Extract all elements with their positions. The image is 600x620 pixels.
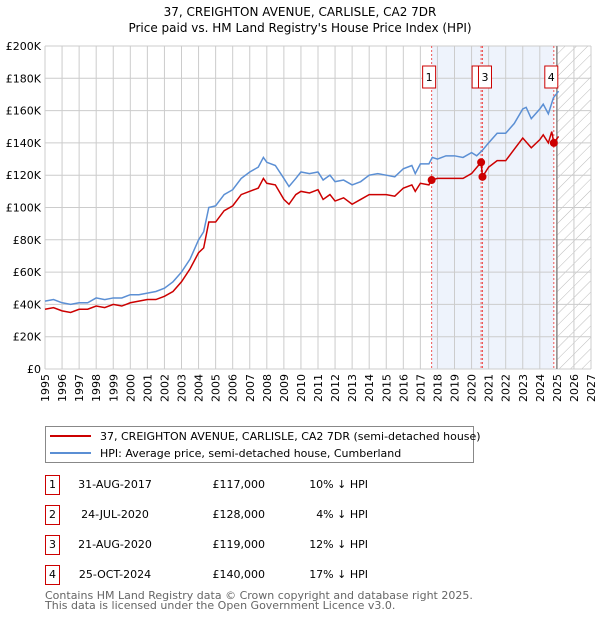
y-tick-label: £180K bbox=[6, 72, 42, 85]
transaction-hpi-diff: 4% ↓ HPI bbox=[316, 508, 368, 521]
x-tick-label: 2024 bbox=[534, 374, 547, 402]
transaction-number: 2 bbox=[45, 505, 60, 525]
y-tick-label: £200K bbox=[6, 40, 42, 53]
x-tick-label: 1999 bbox=[107, 374, 120, 402]
chart-subtitle: Price paid vs. HM Land Registry's House … bbox=[128, 21, 471, 35]
hpi-line bbox=[44, 90, 560, 306]
transaction-hpi-diff: 10% ↓ HPI bbox=[309, 478, 368, 491]
x-tick-label: 2004 bbox=[193, 374, 206, 402]
x-tick-label: 2026 bbox=[568, 374, 581, 402]
x-tick-label: 2027 bbox=[585, 374, 598, 402]
x-tick-label: 2014 bbox=[363, 374, 376, 402]
transaction-date: 25-OCT-2024 bbox=[78, 568, 152, 581]
marker-label: 4 bbox=[548, 71, 555, 84]
marker-label: 3 bbox=[481, 71, 488, 84]
price-chart: 37, CREIGHTON AVENUE, CARLISLE, CA2 7DR … bbox=[6, 5, 598, 402]
x-tick-label: 2012 bbox=[329, 374, 342, 402]
x-tick-label: 2018 bbox=[431, 374, 444, 402]
marker-label-box bbox=[544, 65, 559, 89]
transaction-price: £117,000 bbox=[212, 478, 266, 491]
transaction-row: 1 31-AUG-2017 £117,000 10% ↓ HPI bbox=[0, 475, 480, 497]
x-tick-label: 2023 bbox=[517, 374, 530, 402]
x-tick-label: 2007 bbox=[244, 374, 257, 402]
x-tick-label: 2000 bbox=[124, 374, 137, 402]
y-tick-label: £60K bbox=[13, 266, 42, 279]
legend-label-hpi: HPI: Average price, semi-detached house,… bbox=[100, 447, 401, 460]
y-tick-label: £140K bbox=[6, 137, 42, 150]
sale-marker[interactable] bbox=[477, 158, 486, 167]
x-tick-label: 2020 bbox=[466, 374, 479, 402]
legend-label-property: 37, CREIGHTON AVENUE, CARLISLE, CA2 7DR … bbox=[100, 430, 481, 443]
transaction-row: 3 21-AUG-2020 £119,000 12% ↓ HPI bbox=[0, 535, 480, 557]
transaction-row: 4 25-OCT-2024 £140,000 17% ↓ HPI bbox=[0, 565, 480, 587]
footer: Contains HM Land Registry data © Crown c… bbox=[45, 589, 473, 612]
transaction-number: 1 bbox=[45, 475, 60, 495]
sale-marker[interactable] bbox=[478, 172, 487, 181]
x-tick-label: 2011 bbox=[312, 374, 325, 402]
y-tick-label: £100K bbox=[6, 202, 42, 215]
x-tick-label: 2013 bbox=[346, 374, 359, 402]
x-tick-label: 2008 bbox=[261, 374, 274, 402]
y-tick-label: £20K bbox=[13, 331, 42, 344]
x-tick-label: 2006 bbox=[227, 374, 240, 402]
x-tick-label: 1996 bbox=[56, 374, 69, 402]
transaction-date: 31-AUG-2017 bbox=[78, 478, 152, 491]
x-tick-label: 1998 bbox=[90, 374, 103, 402]
x-tick-label: 2009 bbox=[278, 374, 291, 402]
x-tick-label: 2017 bbox=[414, 374, 427, 402]
x-tick-label: 2016 bbox=[397, 374, 410, 402]
transactions-table: 1 31-AUG-2017 £117,000 10% ↓ HPI 2 24-JUL… bbox=[0, 0, 480, 585]
transaction-hpi-diff: 12% ↓ HPI bbox=[309, 538, 368, 551]
transaction-row: 2 24-JUL-2020 £128,000 4% ↓ HPI bbox=[0, 505, 480, 527]
sale-marker[interactable] bbox=[549, 138, 558, 147]
x-tick-label: 2002 bbox=[158, 374, 171, 402]
transaction-price: £140,000 bbox=[212, 568, 266, 581]
legend: 37, CREIGHTON AVENUE, CARLISLE, CA2 7DR … bbox=[45, 426, 481, 463]
x-tick-label: 2001 bbox=[141, 374, 154, 402]
footer-licence: This data is licensed under the Open Gov… bbox=[45, 599, 396, 612]
x-tick-label: 2021 bbox=[483, 374, 496, 402]
x-tick-label: 2005 bbox=[210, 374, 223, 402]
y-tick-label: £0 bbox=[27, 363, 41, 376]
transaction-number: 4 bbox=[45, 565, 60, 585]
marker-label-box bbox=[422, 65, 437, 89]
y-tick-label: £80K bbox=[13, 234, 42, 247]
transaction-price: £128,000 bbox=[212, 508, 266, 521]
transaction-number: 3 bbox=[45, 535, 60, 555]
x-tick-label: 2015 bbox=[380, 374, 393, 402]
x-tick-label: 2010 bbox=[295, 374, 308, 402]
sale-marker[interactable] bbox=[427, 176, 436, 185]
x-tick-label: 1995 bbox=[39, 374, 52, 402]
y-tick-label: £40K bbox=[13, 298, 42, 311]
y-tick-label: £120K bbox=[6, 169, 42, 182]
marker-label-box bbox=[477, 65, 492, 89]
x-tick-label: 2003 bbox=[176, 374, 189, 402]
x-tick-label: 2025 bbox=[551, 374, 564, 402]
chart-title: 37, CREIGHTON AVENUE, CARLISLE, CA2 7DR bbox=[164, 5, 437, 19]
x-tick-label: 2022 bbox=[500, 374, 513, 402]
transaction-date: 21-AUG-2020 bbox=[78, 538, 152, 551]
x-tick-label: 2019 bbox=[449, 374, 462, 402]
x-tick-label: 1997 bbox=[73, 374, 86, 402]
transaction-hpi-diff: 17% ↓ HPI bbox=[309, 568, 368, 581]
transaction-price: £119,000 bbox=[212, 538, 266, 551]
y-tick-label: £160K bbox=[6, 105, 42, 118]
transaction-date: 24-JUL-2020 bbox=[81, 508, 149, 521]
marker-label: 1 bbox=[426, 71, 433, 84]
footer-copyright: Contains HM Land Registry data © Crown c… bbox=[45, 589, 473, 602]
